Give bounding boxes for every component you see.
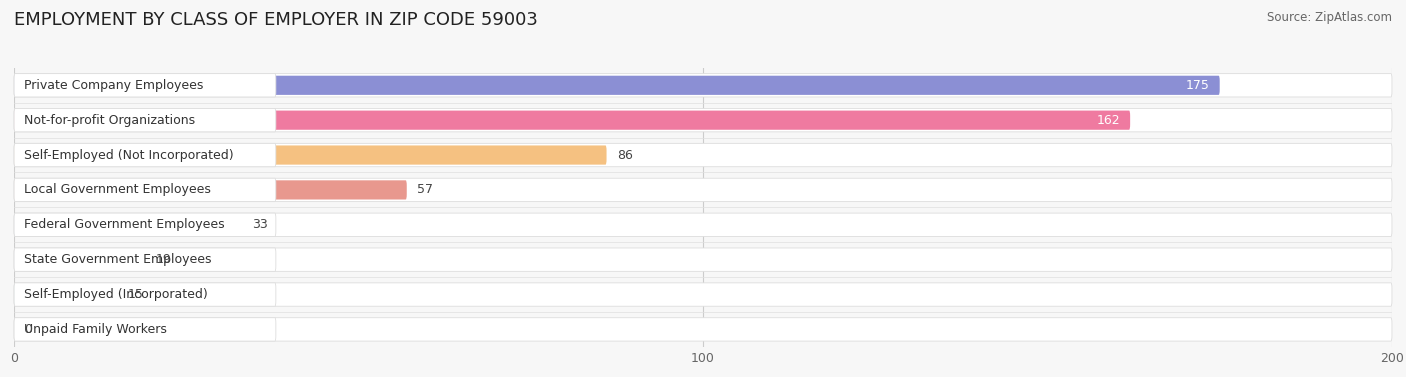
FancyBboxPatch shape (14, 180, 406, 199)
Text: 0: 0 (24, 323, 32, 336)
Text: 86: 86 (617, 149, 633, 161)
FancyBboxPatch shape (14, 318, 1392, 341)
FancyBboxPatch shape (14, 74, 1392, 97)
Text: 15: 15 (128, 288, 143, 301)
FancyBboxPatch shape (14, 318, 276, 341)
Text: Self-Employed (Incorporated): Self-Employed (Incorporated) (24, 288, 208, 301)
FancyBboxPatch shape (14, 109, 1392, 132)
Text: Source: ZipAtlas.com: Source: ZipAtlas.com (1267, 11, 1392, 24)
FancyBboxPatch shape (14, 178, 276, 202)
FancyBboxPatch shape (14, 110, 1130, 130)
FancyBboxPatch shape (14, 74, 276, 97)
FancyBboxPatch shape (14, 143, 276, 167)
FancyBboxPatch shape (14, 283, 276, 306)
FancyBboxPatch shape (14, 76, 1220, 95)
Text: Not-for-profit Organizations: Not-for-profit Organizations (24, 114, 195, 127)
Text: Local Government Employees: Local Government Employees (24, 184, 211, 196)
Text: EMPLOYMENT BY CLASS OF EMPLOYER IN ZIP CODE 59003: EMPLOYMENT BY CLASS OF EMPLOYER IN ZIP C… (14, 11, 538, 29)
Text: Unpaid Family Workers: Unpaid Family Workers (24, 323, 167, 336)
Text: 33: 33 (252, 218, 267, 231)
Text: Private Company Employees: Private Company Employees (24, 79, 204, 92)
FancyBboxPatch shape (14, 213, 1392, 236)
FancyBboxPatch shape (14, 283, 1392, 306)
Text: State Government Employees: State Government Employees (24, 253, 212, 266)
FancyBboxPatch shape (14, 178, 1392, 202)
FancyBboxPatch shape (14, 109, 276, 132)
Text: 57: 57 (418, 184, 433, 196)
FancyBboxPatch shape (14, 215, 242, 234)
FancyBboxPatch shape (14, 248, 276, 271)
FancyBboxPatch shape (14, 146, 606, 165)
Text: 162: 162 (1097, 114, 1119, 127)
Text: Self-Employed (Not Incorporated): Self-Employed (Not Incorporated) (24, 149, 233, 161)
Text: 19: 19 (155, 253, 172, 266)
Text: 175: 175 (1185, 79, 1209, 92)
FancyBboxPatch shape (14, 143, 1392, 167)
FancyBboxPatch shape (14, 248, 1392, 271)
FancyBboxPatch shape (14, 213, 276, 236)
FancyBboxPatch shape (14, 250, 145, 269)
FancyBboxPatch shape (14, 285, 118, 304)
Text: Federal Government Employees: Federal Government Employees (24, 218, 225, 231)
